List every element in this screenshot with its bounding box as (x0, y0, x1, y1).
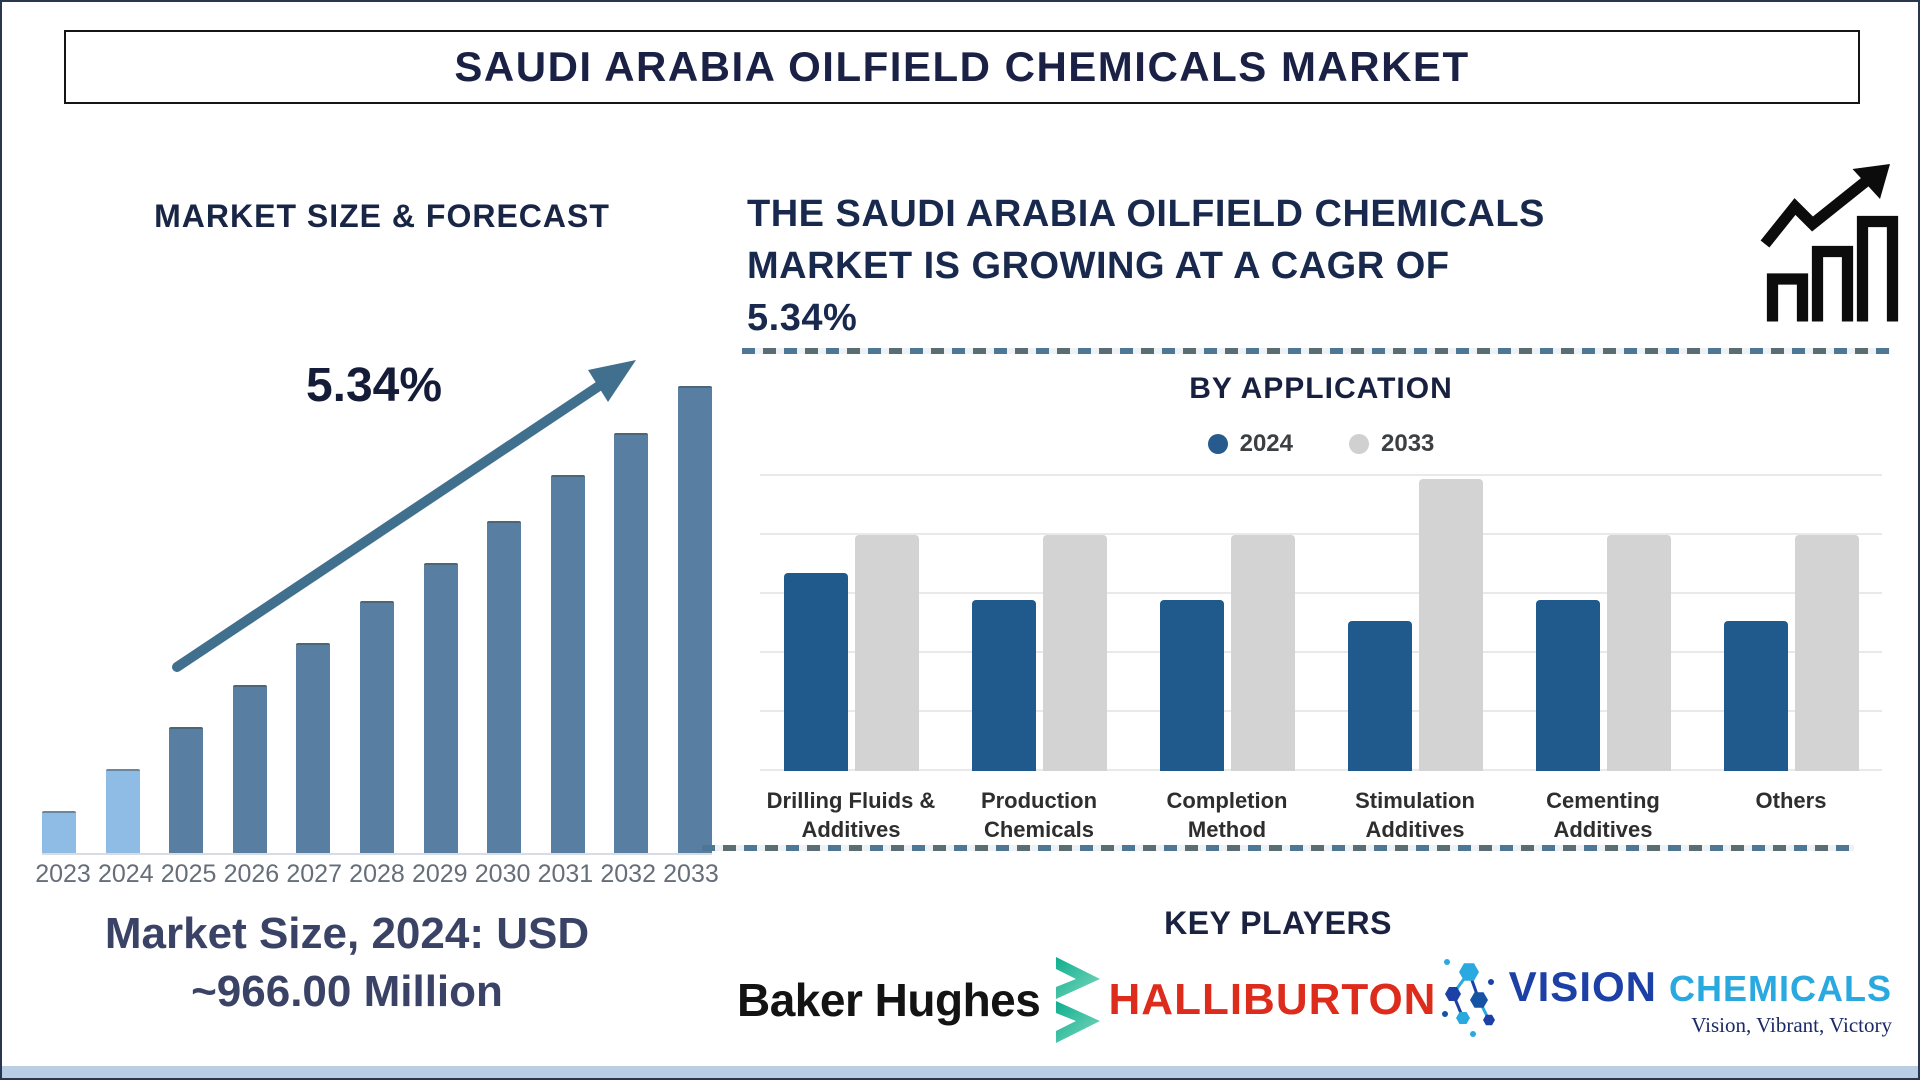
vision-tagline: Vision, Vibrant, Victory (1691, 1012, 1892, 1037)
application-legend: 2024 2033 (760, 430, 1882, 458)
bar-2024-Completion Method (1159, 600, 1224, 771)
legend-label-2033: 2033 (1381, 430, 1435, 457)
cagr-statement-line1: THE SAUDI ARABIA OILFIELD CHEMICALS (747, 193, 1545, 235)
legend-label-2024: 2024 (1239, 430, 1293, 457)
legend-swatch-2033 (1349, 434, 1369, 454)
forecast-year-label: 2024 (97, 860, 154, 888)
forecast-year-label: 2027 (286, 860, 342, 888)
application-group: Stimulation Additives (1324, 474, 1506, 864)
chemicals-word: CHEMICALS (1669, 967, 1892, 1009)
cagr-statement-line2: MARKET IS GROWING AT A CAGR OF (747, 245, 1450, 287)
bar-2033-Completion Method (1230, 535, 1295, 771)
market-size-line2: ~966.00 Million (191, 967, 503, 1017)
by-application-heading: BY APPLICATION (1189, 372, 1453, 405)
vision-word: VISION (1508, 962, 1657, 1010)
dashed-divider-bottom (702, 845, 1854, 851)
forecast-bar-2025 (169, 727, 204, 853)
vision-chemicals-logo: VISION CHEMICALS Vision, Vibrant, Victor… (1439, 954, 1892, 1046)
forecast-bar-2031 (550, 475, 585, 853)
baker-hughes-symbol-icon (1056, 957, 1101, 1043)
forecast-chart: 5.34% (32, 332, 722, 855)
forecast-bar-2032 (614, 433, 649, 853)
market-size-callout: Market Size, 2024: USD ~966.00 Million (22, 905, 672, 1021)
page-title: SAUDI ARABIA OILFIELD CHEMICALS MARKET (454, 43, 1470, 90)
application-category-label: Stimulation Additives (1355, 788, 1475, 842)
bottom-border-band (2, 1066, 1918, 1078)
bar-2024-Others (1723, 621, 1788, 771)
bar-2033-Others (1794, 535, 1859, 771)
application-group: Completion Method (1136, 474, 1318, 864)
forecast-bars (42, 386, 712, 855)
bar-2033-Cementing Additives (1606, 535, 1671, 771)
forecast-year-label: 2030 (474, 860, 531, 888)
bar-2033-Production Chemicals (1042, 535, 1107, 771)
forecast-bar-2024 (105, 769, 140, 853)
forecast-year-label: 2025 (160, 860, 217, 888)
application-category-label: Production Chemicals (980, 788, 1098, 842)
forecast-bar-2029 (423, 563, 458, 853)
title-box: SAUDI ARABIA OILFIELD CHEMICALS MARKET (64, 30, 1860, 104)
legend-swatch-2024 (1207, 434, 1228, 454)
bar-2024-Production Chemicals (971, 600, 1036, 771)
baker-hughes-wordmark: Baker Hughes (737, 974, 1041, 1026)
halliburton-logo: HALLIBURTON (1108, 975, 1437, 1024)
forecast-year-label: 2028 (349, 860, 405, 888)
application-group: Cementing Additives (1512, 474, 1694, 864)
forecast-year-label: 2033 (663, 860, 719, 888)
dashed-divider-top (742, 348, 1890, 354)
forecast-year-labels: 2023 2024 2025 2026 2027 2028 2029 2030 2031 2032… (32, 860, 722, 889)
forecast-bar-2028 (359, 601, 394, 853)
forecast-bar-2033 (677, 386, 712, 853)
legend-item-2024: 2024 (1207, 430, 1293, 458)
forecast-bar-2026 (232, 685, 267, 853)
growth-chart-icon (1760, 164, 1899, 322)
cagr-statement: THE SAUDI ARABIA OILFIELD CHEMICALS MARK… (747, 188, 1767, 344)
forecast-year-label: 2032 (600, 860, 656, 888)
forecast-bar-2027 (296, 643, 331, 853)
bar-2024-Drilling Fluids & Additives (783, 573, 848, 771)
application-category-label: Drilling Fluids & Additives (766, 788, 936, 842)
application-chart: Drilling Fluids & Additives Production Ch… (760, 474, 1882, 864)
baker-hughes-logo: Baker Hughes (737, 955, 1106, 1045)
forecast-year-label: 2031 (537, 860, 594, 888)
forecast-year-label: 2023 (35, 860, 91, 888)
forecast-bar-2023 (42, 811, 76, 853)
forecast-bar-2030 (487, 521, 522, 853)
application-category-label: Completion Method (1166, 788, 1288, 842)
forecast-cagr-label: 5.34% (305, 359, 443, 412)
forecast-year-label: 2029 (411, 860, 468, 888)
application-group: Drilling Fluids & Additives (760, 474, 942, 864)
legend-item-2033: 2033 (1349, 430, 1434, 458)
forecast-section-heading: MARKET SIZE & FORECAST (154, 198, 610, 234)
forecast-year-label: 2026 (223, 860, 280, 888)
application-group: Others (1700, 474, 1882, 864)
bar-2024-Stimulation Additives (1347, 621, 1412, 771)
bar-2024-Cementing Additives (1535, 600, 1600, 771)
application-category-label: Cementing Additives (1546, 788, 1660, 842)
application-category-label: Others (1755, 788, 1827, 813)
key-players-logos: Baker Hughes HALLIBURTON (737, 950, 1892, 1050)
key-players-heading: KEY PLAYERS (1164, 905, 1392, 941)
application-group: Production Chemicals (948, 474, 1130, 864)
vision-chemicals-wordmark: VISION CHEMICALS Vision, Vibrant, Victor… (1509, 963, 1892, 1038)
cagr-statement-line3: 5.34% (747, 297, 858, 339)
market-size-line1: Market Size, 2024: USD (104, 909, 590, 958)
bar-2033-Stimulation Additives (1418, 479, 1483, 771)
bar-2033-Drilling Fluids & Additives (854, 535, 919, 771)
vision-chemicals-molecule-icon (1441, 959, 1495, 1037)
